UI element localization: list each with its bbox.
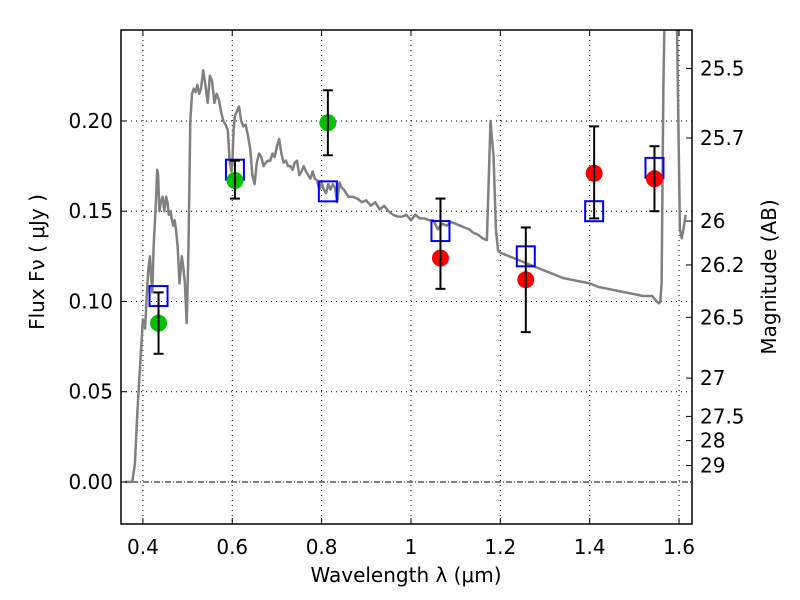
grid-lines (121, 30, 692, 524)
x-tick-label: 1 (405, 535, 418, 559)
axis-ticks (121, 30, 692, 524)
x-tick-label: 0.4 (127, 535, 159, 559)
y-axis-label: Flux Fν ( μJy ) (25, 194, 49, 330)
x-tick-labels: 0.4 0.6 0.8 1 1.2 1.4 1.6 (127, 535, 695, 559)
y-tick-label: 0.10 (68, 289, 113, 313)
y-tick-label: 0.00 (68, 470, 113, 494)
right-tick-label: 26 (700, 209, 725, 233)
x-tick-label: 0.8 (306, 535, 338, 559)
y-tick-label: 0.20 (68, 109, 113, 133)
spectrum-layer (125, 30, 687, 484)
right-tick-label: 27.5 (700, 404, 745, 428)
x-tick-label: 0.6 (216, 535, 248, 559)
right-tick-label: 29 (700, 453, 725, 477)
x-axis-label: Wavelength λ (μm) (310, 563, 501, 587)
y-tick-label: 0.15 (68, 199, 113, 223)
y-tick-label: 0.05 (68, 380, 113, 404)
right-tick-label: 26.5 (700, 305, 745, 329)
right-tick-label: 26.2 (700, 253, 745, 277)
right-axis-label: Magnitude (AB) (757, 199, 781, 354)
model-photometry-square (317, 180, 338, 203)
x-tick-label: 1.4 (574, 535, 606, 559)
points-layer (148, 89, 665, 355)
x-tick-label: 1.2 (484, 535, 516, 559)
model-spectrum-line (125, 30, 687, 484)
y-tick-labels: 0.00 0.05 0.10 0.15 0.20 (68, 109, 113, 494)
x-tick-label: 1.6 (663, 535, 695, 559)
right-tick-label: 27 (700, 366, 725, 390)
plot-frame (120, 29, 693, 525)
right-tick-label: 28 (700, 429, 725, 453)
right-tick-label: 25.5 (700, 56, 745, 80)
right-tick-label: 25.7 (700, 126, 745, 150)
